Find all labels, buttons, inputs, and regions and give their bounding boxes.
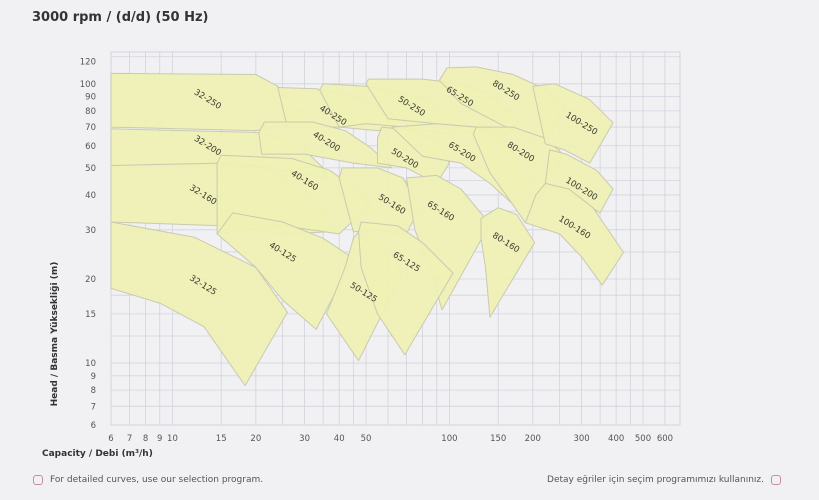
rounded-square-bullet-icon bbox=[33, 475, 43, 485]
x-tick-label: 600 bbox=[657, 434, 673, 444]
y-tick-label: 60 bbox=[85, 142, 96, 152]
x-tick-labels: 6 7 8 9 10 15 20 30 40 50 100 150 200 300 400 500 600 bbox=[108, 434, 673, 444]
x-tick-label: 30 bbox=[299, 434, 310, 444]
y-tick-label: 15 bbox=[85, 310, 96, 320]
pump-region-65-125 bbox=[358, 221, 454, 356]
x-tick-label: 40 bbox=[334, 434, 345, 444]
x-tick-label: 15 bbox=[216, 434, 227, 444]
y-tick-label: 90 bbox=[85, 93, 96, 103]
y-tick-label: 50 bbox=[85, 164, 96, 174]
chart-title: 3000 rpm / (d/d) (50 Hz) bbox=[32, 10, 209, 25]
y-tick-labels: 6 7 8 9 10 15 20 30 40 50 60 70 80 90 100 120 bbox=[80, 58, 96, 431]
x-tick-label: 10 bbox=[167, 434, 178, 444]
y-tick-label: 10 bbox=[85, 359, 96, 369]
x-tick-label: 400 bbox=[608, 434, 624, 444]
y-tick-label: 100 bbox=[80, 80, 96, 90]
x-tick-label: 20 bbox=[250, 434, 261, 444]
y-tick-label: 6 bbox=[91, 421, 96, 431]
footer-note-right: Detay eğriler için seçim programımızı ku… bbox=[547, 475, 781, 485]
y-tick-label: 40 bbox=[85, 191, 96, 201]
x-tick-label: 150 bbox=[490, 434, 506, 444]
y-tick-label: 8 bbox=[91, 386, 96, 396]
y-tick-label: 120 bbox=[80, 58, 96, 68]
rounded-square-bullet-icon bbox=[771, 475, 781, 485]
x-tick-label: 300 bbox=[573, 434, 589, 444]
x-tick-label: 8 bbox=[143, 434, 148, 444]
x-tick-label: 50 bbox=[361, 434, 372, 444]
x-tick-label: 7 bbox=[127, 434, 132, 444]
y-tick-label: 80 bbox=[85, 107, 96, 117]
footer-right-text: Detay eğriler için seçim programımızı ku… bbox=[547, 475, 764, 485]
footer-left-text: For detailed curves, use our selection p… bbox=[50, 475, 264, 485]
y-tick-label: 70 bbox=[85, 123, 96, 133]
x-tick-label: 100 bbox=[441, 434, 457, 444]
x-tick-label: 6 bbox=[108, 434, 113, 444]
footer-note-left: For detailed curves, use our selection p… bbox=[33, 475, 263, 485]
x-axis-label: Capacity / Debi (m³/h) bbox=[42, 449, 153, 459]
pump-regions bbox=[110, 66, 624, 387]
pump-region-100-250 bbox=[532, 83, 614, 164]
y-tick-label: 7 bbox=[91, 402, 96, 412]
x-tick-label: 200 bbox=[525, 434, 541, 444]
pump-region-100-160 bbox=[524, 182, 624, 286]
pump-region-32-125 bbox=[110, 221, 288, 387]
x-tick-label: 500 bbox=[635, 434, 651, 444]
x-tick-label: 9 bbox=[157, 434, 162, 444]
y-tick-label: 20 bbox=[85, 275, 96, 285]
y-tick-label: 9 bbox=[91, 372, 96, 382]
pump-region-65-160 bbox=[406, 174, 491, 311]
y-tick-label: 30 bbox=[85, 226, 96, 236]
pump-region-80-160 bbox=[480, 207, 536, 318]
